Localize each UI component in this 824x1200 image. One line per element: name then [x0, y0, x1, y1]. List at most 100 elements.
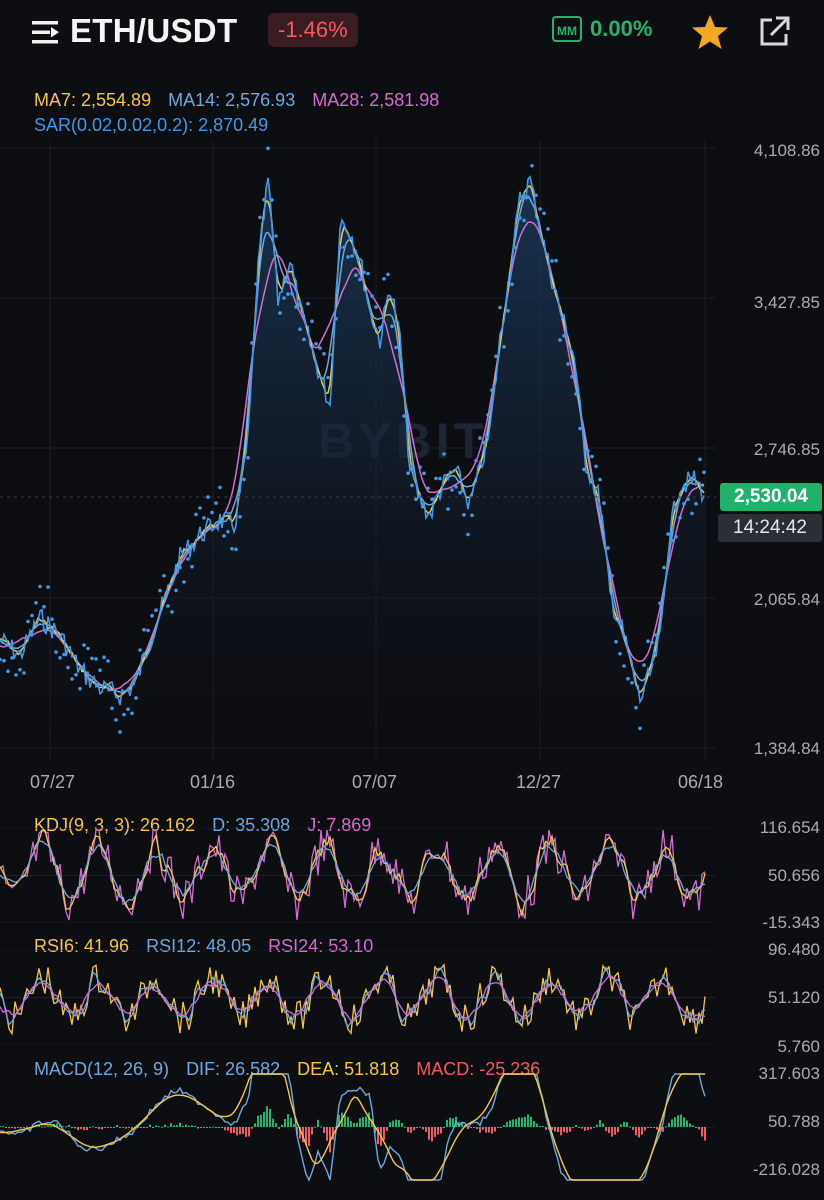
- macd-histogram-bar: [173, 1125, 175, 1127]
- ma28-label: MA28: 2,581.98: [312, 90, 440, 110]
- macd-histogram-bar: [185, 1124, 187, 1127]
- macd-histogram-bar: [125, 1127, 127, 1129]
- price-change-badge: -1.46%: [268, 13, 358, 47]
- rsi-legend: RSI6: 41.96 RSI12: 48.05 RSI24: 53.10: [34, 936, 385, 957]
- sar-dot: [218, 485, 222, 490]
- sar-dot: [86, 646, 90, 651]
- sar-dot: [550, 259, 554, 263]
- macd-histogram-bar: [647, 1127, 649, 1129]
- sar-dot: [598, 477, 602, 482]
- macd-histogram-bar: [428, 1127, 430, 1140]
- sar-dot: [418, 465, 422, 470]
- sar-dot: [238, 515, 242, 519]
- macd-histogram-bar: [575, 1125, 577, 1127]
- macd-histogram-bar: [659, 1127, 661, 1132]
- sar-dot: [382, 277, 386, 281]
- macd-histogram-bar: [680, 1114, 682, 1127]
- macd-histogram-bar: [569, 1127, 571, 1132]
- sar-dot: [274, 234, 278, 238]
- sar-dot: [198, 506, 202, 510]
- x-tick-5: 06/18: [678, 772, 724, 792]
- mm-badge: MM: [552, 16, 582, 42]
- macd-histogram-bar: [326, 1127, 328, 1141]
- macd-histogram-bar: [344, 1115, 346, 1127]
- macd-histogram-bar: [365, 1116, 367, 1127]
- macd-histogram-bar: [95, 1127, 97, 1128]
- sar-dot: [110, 706, 114, 711]
- macd-histogram-bar: [509, 1120, 511, 1127]
- ma14-label: MA14: 2,576.93: [168, 90, 296, 110]
- sar-dot: [186, 557, 190, 561]
- sar-dot: [606, 546, 610, 550]
- sar-dot: [694, 501, 698, 506]
- sar-dot: [254, 282, 258, 286]
- trading-pair-title[interactable]: ETH/USDT: [70, 12, 238, 49]
- macd-histogram-bar: [653, 1127, 655, 1128]
- sar-dot: [190, 564, 194, 569]
- sar-dot: [150, 613, 154, 618]
- sar-dot: [642, 663, 646, 667]
- macd-histogram-bar: [599, 1120, 601, 1127]
- price-chart[interactable]: [0, 140, 716, 760]
- macd-histogram-bar: [491, 1127, 493, 1134]
- share-external-icon[interactable]: [756, 14, 792, 50]
- y-tick-5: 1,384.84: [753, 739, 820, 758]
- favorite-star-icon[interactable]: [690, 12, 730, 52]
- x-tick-1: 07/27: [30, 772, 76, 792]
- macd-histogram-bar: [626, 1122, 628, 1127]
- macd-histogram-bar: [200, 1127, 202, 1128]
- sar-dot: [662, 565, 666, 570]
- sar-dot: [234, 547, 238, 552]
- sar-dot: [298, 327, 302, 331]
- sar-dot: [582, 467, 586, 472]
- macd-histogram-bar: [488, 1127, 490, 1133]
- sar-dot: [498, 305, 502, 310]
- macd-histogram-bar: [119, 1127, 121, 1128]
- kdj-indicator-chart[interactable]: [0, 828, 716, 923]
- macd-histogram-bar: [527, 1114, 529, 1127]
- sar-dot: [634, 705, 638, 710]
- sar-dot: [58, 656, 62, 660]
- sar-dot: [558, 338, 562, 342]
- macd-histogram-bar: [140, 1127, 142, 1128]
- sar-dot: [114, 718, 118, 722]
- macd-y-tick-1: 317.603: [758, 1064, 820, 1083]
- macd-histogram-bar: [566, 1127, 568, 1133]
- sar-dot: [578, 426, 582, 431]
- sar-dot: [126, 707, 130, 712]
- ma28-line: [0, 221, 705, 690]
- sar-dot: [670, 538, 674, 543]
- macd-histogram-bar: [689, 1123, 691, 1127]
- macd-histogram-bar: [638, 1127, 640, 1138]
- sar-label: SAR(0.02,0.02,0.2): 2,870.49: [34, 115, 269, 135]
- sar-dot: [94, 657, 98, 661]
- macd-histogram-bar: [482, 1127, 484, 1130]
- sar-dot: [10, 656, 14, 660]
- menu-icon[interactable]: [30, 18, 62, 46]
- sar-dot: [242, 477, 246, 482]
- macd-indicator-chart[interactable]: [0, 1072, 716, 1182]
- sar-dot: [250, 341, 254, 345]
- macd-histogram-bar: [572, 1127, 574, 1128]
- y-tick-3: 2,746.85: [753, 440, 820, 459]
- macd-histogram-bar: [404, 1126, 406, 1128]
- macd-histogram-bar: [413, 1127, 415, 1131]
- sar-dot: [74, 672, 78, 677]
- macd-histogram-bar: [197, 1127, 199, 1129]
- macd-histogram-bar: [269, 1108, 271, 1127]
- macd-histogram-bar: [542, 1126, 544, 1128]
- sar-dot: [602, 501, 606, 505]
- sar-dot: [546, 227, 550, 231]
- sar-dot: [38, 584, 42, 589]
- macd-histogram-bar: [86, 1127, 88, 1131]
- sar-dot: [142, 628, 146, 632]
- macd-histogram-bar: [302, 1127, 304, 1143]
- macd-histogram-bar: [476, 1127, 478, 1130]
- macd-histogram-bar: [68, 1124, 70, 1127]
- macd-histogram-bar: [251, 1127, 253, 1129]
- sar-dot: [290, 292, 294, 296]
- sar-dot: [346, 255, 350, 259]
- rsi-indicator-chart[interactable]: [0, 950, 716, 1045]
- sar-dot: [542, 211, 546, 216]
- macd-histogram-bar: [239, 1127, 241, 1135]
